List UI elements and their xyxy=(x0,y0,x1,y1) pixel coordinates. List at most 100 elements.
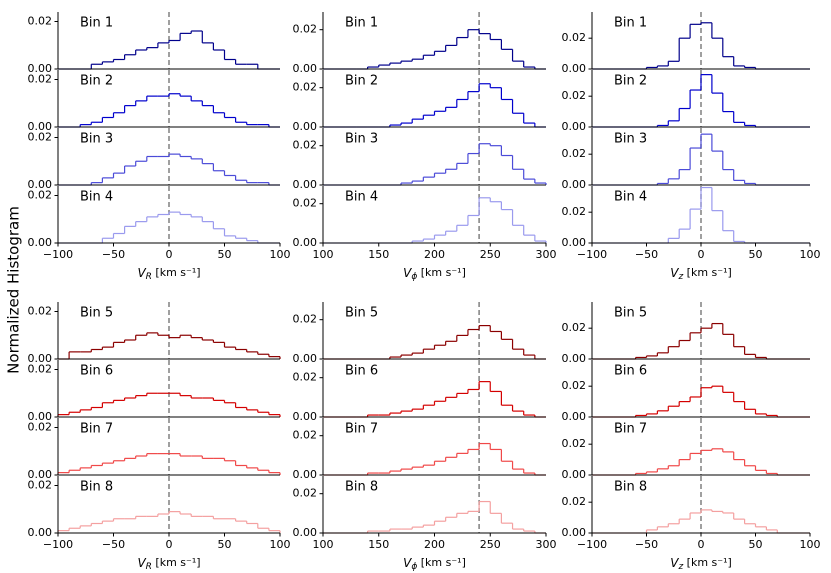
panel-label: Bin 6 xyxy=(345,364,378,379)
panel-label: Bin 5 xyxy=(345,306,378,321)
x-tick-label: 0 xyxy=(698,538,705,551)
x-tick-label: 50 xyxy=(218,538,232,551)
x-label-unit: [km s⁻¹] xyxy=(683,266,732,279)
x-tick-label: −50 xyxy=(102,248,125,261)
y-tick-label: 0.00 xyxy=(562,410,587,423)
y-tick-label: 0.00 xyxy=(28,120,53,133)
panel-label: Bin 7 xyxy=(614,422,647,437)
x-label-unit: [km s⁻¹] xyxy=(417,266,466,279)
x-tick-label: 100 xyxy=(313,248,334,261)
x-tick-label: 0 xyxy=(698,248,705,261)
panel-label: Bin 2 xyxy=(345,74,378,89)
y-tick-label: 0.02 xyxy=(293,313,318,326)
x-axis-label: Vz [km s⁻¹] xyxy=(670,266,732,282)
y-tick-label: 0.00 xyxy=(562,62,587,75)
panel-label: Bin 3 xyxy=(614,132,647,147)
y-tick-label: 0.00 xyxy=(28,62,53,75)
x-tick-label: −50 xyxy=(635,248,658,261)
y-tick-label: 0.00 xyxy=(562,526,587,539)
y-tick-label: 0.02 xyxy=(562,147,587,160)
y-tick-label: 0.00 xyxy=(293,62,318,75)
x-tick-label: 100 xyxy=(313,538,334,551)
panel-label: Bin 3 xyxy=(80,132,113,147)
y-tick-label: 0.00 xyxy=(562,178,587,191)
x-tick-label: 50 xyxy=(749,538,763,551)
y-tick-label: 0.00 xyxy=(293,178,318,191)
y-tick-label: 0.02 xyxy=(562,31,587,44)
x-label-variable: V xyxy=(403,556,412,570)
x-tick-label: 250 xyxy=(480,538,501,551)
x-label-variable: V xyxy=(670,556,679,570)
x-tick-label: −100 xyxy=(43,248,73,261)
x-tick-label: −50 xyxy=(635,538,658,551)
y-tick-label: 0.00 xyxy=(293,352,318,365)
x-tick-label: 250 xyxy=(480,248,501,261)
y-tick-label: 0.02 xyxy=(293,371,318,384)
y-tick-label: 0.02 xyxy=(562,437,587,450)
x-axis-label: VR [km s⁻¹] xyxy=(137,556,200,572)
y-tick-label: 0.02 xyxy=(293,81,318,94)
x-tick-label: 100 xyxy=(800,538,821,551)
x-label-variable: V xyxy=(403,266,412,280)
y-tick-label: 0.02 xyxy=(293,429,318,442)
panel-label: Bin 1 xyxy=(614,16,647,31)
x-tick-label: 0 xyxy=(166,248,173,261)
x-label-unit: [km s⁻¹] xyxy=(683,556,732,569)
panel-label: Bin 5 xyxy=(614,306,647,321)
y-tick-label: 0.00 xyxy=(562,352,587,365)
y-axis-label: Normalized Histogram xyxy=(5,206,23,374)
panel-label: Bin 7 xyxy=(345,422,378,437)
x-tick-label: 150 xyxy=(368,248,389,261)
y-tick-label: 0.00 xyxy=(293,526,318,539)
panel-label: Bin 6 xyxy=(614,364,647,379)
x-tick-label: 200 xyxy=(424,538,445,551)
y-tick-label: 0.02 xyxy=(28,363,53,376)
x-tick-label: −50 xyxy=(102,538,125,551)
y-tick-label: 0.00 xyxy=(28,526,53,539)
x-tick-label: 100 xyxy=(800,248,821,261)
panel-label: Bin 1 xyxy=(345,16,378,31)
y-tick-label: 0.02 xyxy=(28,305,53,318)
x-tick-label: 0 xyxy=(166,538,173,551)
y-tick-label: 0.00 xyxy=(28,468,53,481)
y-tick-label: 0.00 xyxy=(562,236,587,249)
y-tick-label: 0.00 xyxy=(293,410,318,423)
x-label-subscript: z xyxy=(677,272,683,282)
x-tick-label: 200 xyxy=(424,248,445,261)
x-tick-label: 300 xyxy=(536,248,557,261)
panel-label: Bin 3 xyxy=(345,132,378,147)
y-tick-label: 0.02 xyxy=(562,205,587,218)
y-tick-label: 0.00 xyxy=(562,468,587,481)
panel-label: Bin 5 xyxy=(80,306,113,321)
x-axis-label: Vϕ [km s⁻¹] xyxy=(403,266,466,282)
x-tick-label: 50 xyxy=(218,248,232,261)
y-tick-label: 0.00 xyxy=(562,120,587,133)
panel-label: Bin 7 xyxy=(80,422,113,437)
x-label-unit: [km s⁻¹] xyxy=(152,556,201,569)
panel-label: Bin 4 xyxy=(80,190,113,205)
x-label-subscript: z xyxy=(677,562,683,572)
x-tick-label: −100 xyxy=(43,538,73,551)
x-tick-label: −100 xyxy=(577,538,607,551)
panel-label: Bin 2 xyxy=(80,74,113,89)
x-label-variable: V xyxy=(137,266,146,280)
y-tick-label: 0.00 xyxy=(28,410,53,423)
x-tick-label: 300 xyxy=(536,538,557,551)
y-tick-label: 0.02 xyxy=(293,487,318,500)
x-label-variable: V xyxy=(137,556,146,570)
x-axis-label: Vϕ [km s⁻¹] xyxy=(403,556,466,572)
y-tick-label: 0.02 xyxy=(562,321,587,334)
y-tick-label: 0.00 xyxy=(293,120,318,133)
panel-label: Bin 8 xyxy=(80,480,113,495)
y-tick-label: 0.02 xyxy=(28,189,53,202)
y-tick-label: 0.02 xyxy=(293,139,318,152)
y-tick-label: 0.02 xyxy=(28,479,53,492)
x-tick-label: 50 xyxy=(749,248,763,261)
y-tick-label: 0.00 xyxy=(28,352,53,365)
x-axis-label: VR [km s⁻¹] xyxy=(137,266,200,282)
x-label-subscript: ϕ xyxy=(411,562,417,572)
panel-label: Bin 4 xyxy=(614,190,647,205)
x-tick-label: 100 xyxy=(270,248,291,261)
x-label-unit: [km s⁻¹] xyxy=(152,266,201,279)
